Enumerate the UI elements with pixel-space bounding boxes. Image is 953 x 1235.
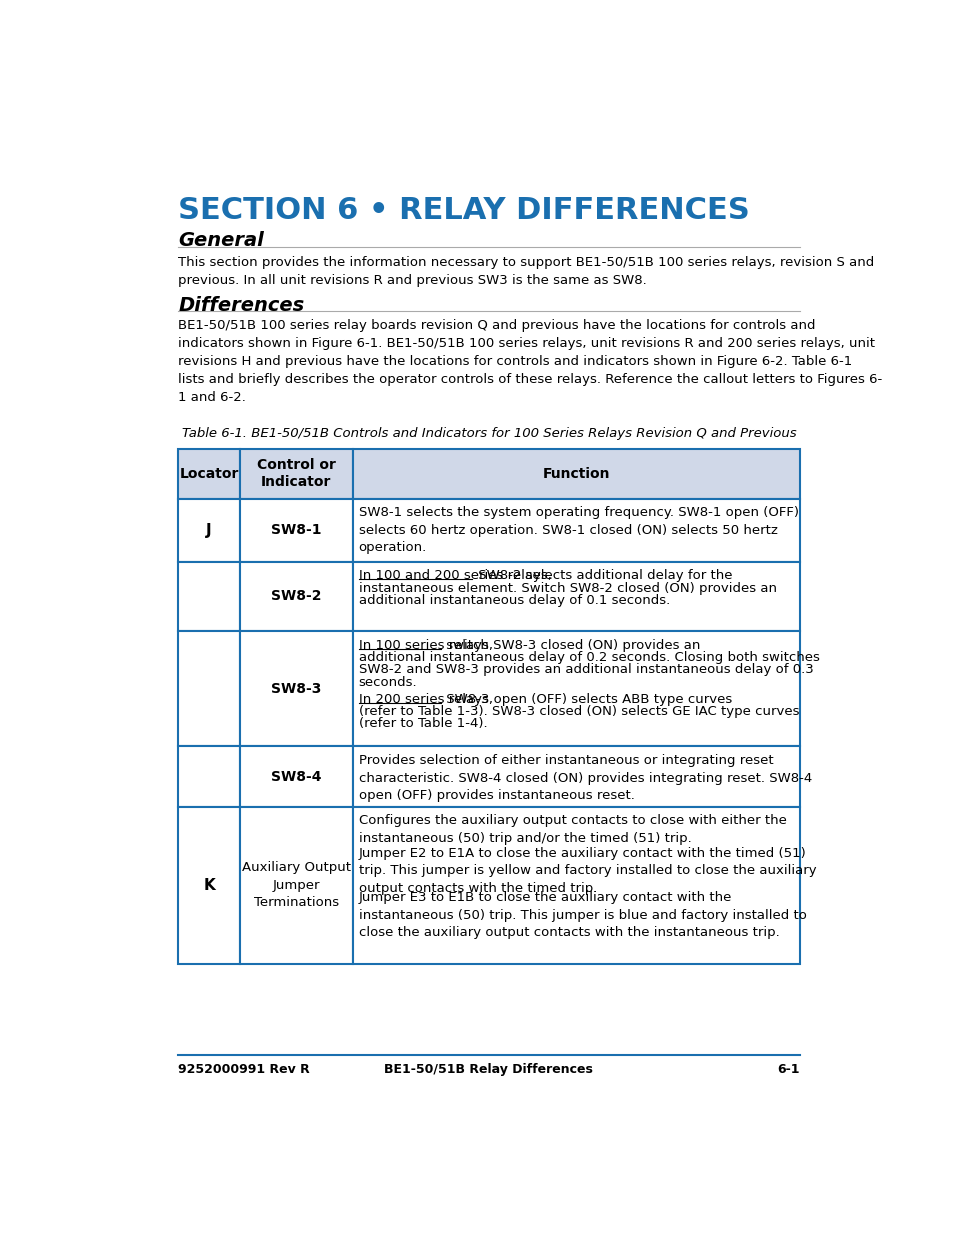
- Text: SW8-3 open (OFF) selects ABB type curves: SW8-3 open (OFF) selects ABB type curves: [442, 693, 732, 705]
- Text: instantaneous element. Switch SW8-2 closed (ON) provides an: instantaneous element. Switch SW8-2 clos…: [358, 582, 776, 595]
- Text: 6-1: 6-1: [777, 1063, 799, 1076]
- Text: Table 6-1. BE1-50/51B Controls and Indicators for 100 Series Relays Revision Q a: Table 6-1. BE1-50/51B Controls and Indic…: [181, 427, 796, 440]
- Bar: [178, 631, 240, 746]
- Bar: [178, 448, 240, 499]
- Text: Auxiliary Output
Jumper
Terminations: Auxiliary Output Jumper Terminations: [241, 862, 351, 909]
- Text: Function: Function: [542, 467, 609, 480]
- Text: In 100 and 200 series relays,: In 100 and 200 series relays,: [358, 569, 551, 583]
- Text: K: K: [203, 878, 214, 893]
- Bar: [178, 746, 240, 806]
- Text: SECTION 6 • RELAY DIFFERENCES: SECTION 6 • RELAY DIFFERENCES: [178, 196, 749, 225]
- Bar: [353, 746, 799, 806]
- Text: seconds.: seconds.: [358, 676, 416, 689]
- Bar: [240, 562, 353, 631]
- Text: SW8-3: SW8-3: [271, 682, 321, 695]
- Text: Jumper E2 to E1A to close the auxiliary contact with the timed (51)
trip. This j: Jumper E2 to E1A to close the auxiliary …: [358, 846, 816, 894]
- Text: SW8-4: SW8-4: [271, 769, 321, 783]
- Text: In 200 series relays,: In 200 series relays,: [358, 693, 492, 705]
- Text: Configures the auxiliary output contacts to close with either the
instantaneous : Configures the auxiliary output contacts…: [358, 814, 786, 845]
- Bar: [353, 499, 799, 562]
- Bar: [240, 806, 353, 965]
- Text: Jumper E3 to E1B to close the auxiliary contact with the
instantaneous (50) trip: Jumper E3 to E1B to close the auxiliary …: [358, 892, 805, 940]
- Text: Locator: Locator: [179, 467, 238, 480]
- Bar: [178, 562, 240, 631]
- Text: Control or
Indicator: Control or Indicator: [256, 458, 335, 489]
- Bar: [353, 631, 799, 746]
- Bar: [240, 499, 353, 562]
- Text: additional instantaneous delay of 0.1 seconds.: additional instantaneous delay of 0.1 se…: [358, 594, 669, 608]
- Bar: [353, 806, 799, 965]
- Text: In 100 series relays,: In 100 series relays,: [358, 638, 492, 652]
- Text: BE1-50/51B 100 series relay boards revision Q and previous have the locations fo: BE1-50/51B 100 series relay boards revis…: [178, 319, 882, 404]
- Text: SW8-2 and SW8-3 provides an additional instantaneous delay of 0.3: SW8-2 and SW8-3 provides an additional i…: [358, 663, 813, 677]
- Text: (refer to Table 1-4).: (refer to Table 1-4).: [358, 718, 487, 730]
- Bar: [353, 562, 799, 631]
- Bar: [178, 499, 240, 562]
- Text: switch SW8-3 closed (ON) provides an: switch SW8-3 closed (ON) provides an: [442, 638, 700, 652]
- Text: additional instantaneous delay of 0.2 seconds. Closing both switches: additional instantaneous delay of 0.2 se…: [358, 651, 819, 664]
- Bar: [240, 448, 353, 499]
- Text: J: J: [206, 522, 212, 537]
- Text: 9252000991 Rev R: 9252000991 Rev R: [178, 1063, 310, 1076]
- Bar: [240, 746, 353, 806]
- Text: BE1-50/51B Relay Differences: BE1-50/51B Relay Differences: [384, 1063, 593, 1076]
- Text: This section provides the information necessary to support BE1-50/51B 100 series: This section provides the information ne…: [178, 256, 874, 287]
- Text: Differences: Differences: [178, 296, 304, 315]
- Text: Provides selection of either instantaneous or integrating reset
characteristic. : Provides selection of either instantaneo…: [358, 755, 811, 803]
- Bar: [240, 631, 353, 746]
- Text: SW8-1 selects the system operating frequency. SW8-1 open (OFF)
selects 60 hertz : SW8-1 selects the system operating frequ…: [358, 506, 798, 555]
- Text: General: General: [178, 231, 264, 251]
- Text: SW8-1: SW8-1: [271, 524, 321, 537]
- Text: SW8-2 selects additional delay for the: SW8-2 selects additional delay for the: [474, 569, 732, 583]
- Bar: [353, 448, 799, 499]
- Text: (refer to Table 1-3). SW8-3 closed (ON) selects GE IAC type curves: (refer to Table 1-3). SW8-3 closed (ON) …: [358, 705, 799, 718]
- Text: SW8-2: SW8-2: [271, 589, 321, 604]
- Bar: [178, 806, 240, 965]
